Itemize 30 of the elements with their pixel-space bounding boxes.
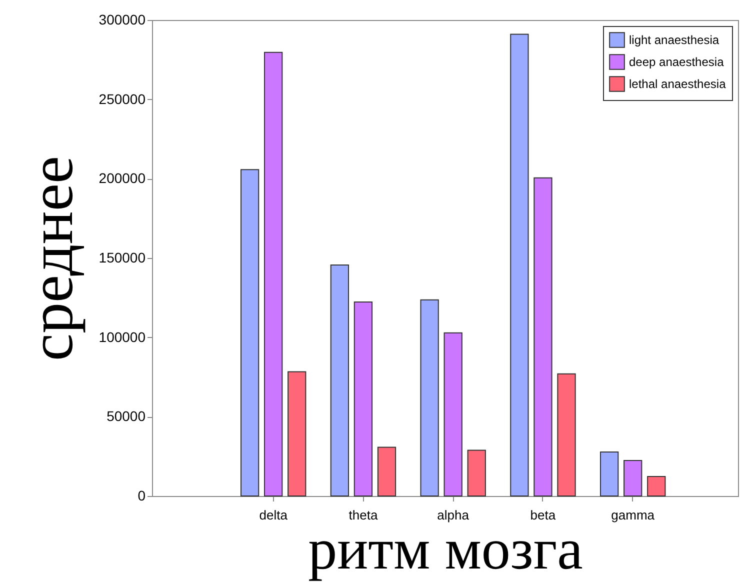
bar: [288, 371, 306, 496]
y-tick-label: 50000: [106, 408, 146, 424]
bar: [557, 373, 576, 496]
bar: [600, 452, 619, 496]
x-tick-label: gamma: [611, 508, 656, 522]
y-axis-title: среднее: [18, 156, 86, 361]
x-tick-label: beta: [530, 508, 556, 522]
bar: [330, 264, 350, 496]
bar: [534, 177, 552, 496]
bar: [647, 476, 666, 496]
bar: [420, 299, 439, 496]
y-tick-label: 250000: [98, 90, 146, 107]
y-tick-label: 300000: [98, 12, 146, 28]
bar: [467, 450, 486, 496]
bar: [354, 301, 373, 496]
bar: [444, 332, 462, 496]
bar: [377, 446, 396, 496]
y-tick-label: 100000: [98, 328, 146, 345]
y-tick-label: 150000: [98, 250, 146, 266]
legend-label: light anaesthesia: [629, 33, 720, 47]
bar: [264, 52, 283, 496]
legend-label: deep anaesthesia: [629, 55, 724, 69]
y-tick-label: 200000: [98, 170, 146, 186]
bar: [240, 169, 260, 496]
x-tick-label: delta: [259, 508, 288, 522]
y-tick-label: 0: [138, 488, 146, 504]
x-tick-label: alpha: [437, 508, 470, 522]
bar: [624, 460, 642, 496]
bar: [510, 34, 529, 496]
legend-label: lethal anaesthesia: [629, 77, 726, 91]
